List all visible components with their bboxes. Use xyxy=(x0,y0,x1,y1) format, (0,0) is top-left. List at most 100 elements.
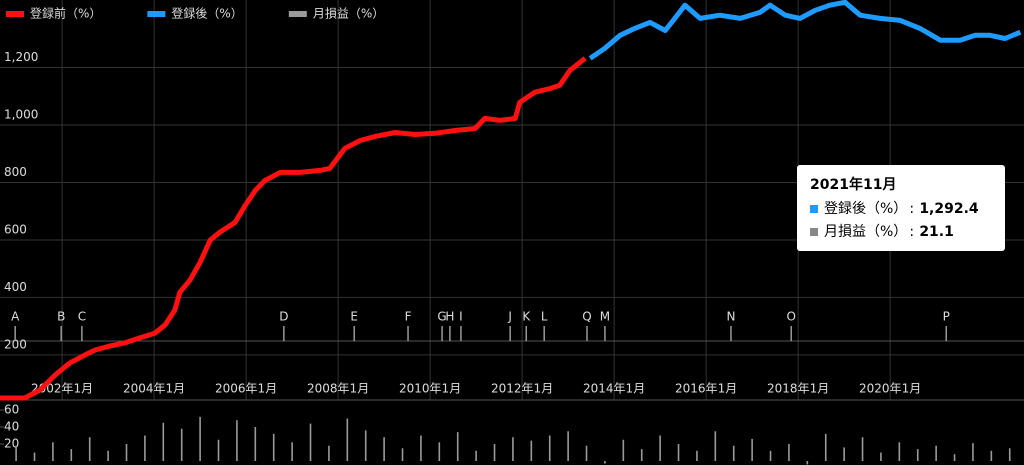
x-tick-label: 2018年1月 xyxy=(767,382,829,396)
bar xyxy=(843,447,845,462)
bar xyxy=(144,435,146,462)
annotation-label: D xyxy=(279,310,288,324)
annotation-label: I xyxy=(459,310,463,324)
x-tick-label: 2012年1月 xyxy=(491,382,553,396)
y-tick-label: 800 xyxy=(4,165,27,179)
bar xyxy=(52,442,54,462)
bar xyxy=(972,443,974,462)
bar xyxy=(217,439,220,462)
annotation-label: A xyxy=(11,310,20,324)
x-tick-label: 2010年1月 xyxy=(399,382,461,396)
tooltip-name: 月損益（%） xyxy=(824,224,907,240)
bar xyxy=(420,435,422,462)
annotation-label: F xyxy=(405,310,412,324)
bar xyxy=(880,452,882,462)
bar xyxy=(180,428,183,462)
tooltip-sep: : xyxy=(909,224,914,240)
bar xyxy=(15,445,17,462)
y-tick-label: 60 xyxy=(4,403,19,417)
legend-label: 月損益（%） xyxy=(313,6,384,21)
bar xyxy=(199,416,201,462)
bar xyxy=(530,440,533,462)
bar xyxy=(806,461,809,465)
y-tick-label: 1,000 xyxy=(4,108,38,122)
bar xyxy=(953,454,956,462)
annotation-label: B xyxy=(57,310,65,324)
tooltip-sep: : xyxy=(909,201,914,217)
bar xyxy=(585,445,588,462)
bar xyxy=(493,444,496,462)
bar xyxy=(291,442,293,462)
y-tick-label: 20 xyxy=(4,437,19,451)
annotation-label: O xyxy=(787,310,796,324)
bar xyxy=(328,445,330,462)
bar xyxy=(714,431,717,462)
bar xyxy=(309,423,312,462)
bar xyxy=(677,444,680,462)
annotation-label: G xyxy=(437,310,446,324)
y-tick-label: 40 xyxy=(4,420,19,434)
bar xyxy=(33,452,36,462)
bar xyxy=(107,450,109,462)
bar xyxy=(824,433,827,462)
bar xyxy=(751,438,753,462)
x-tick-label: 2016年1月 xyxy=(675,382,737,396)
tooltip-swatch xyxy=(810,205,818,213)
annotation-label: P xyxy=(943,310,950,324)
line-series xyxy=(588,0,1022,61)
x-tick-label: 2014年1月 xyxy=(583,382,645,396)
bar xyxy=(935,445,937,462)
tooltip-value: 1,292.4 xyxy=(919,201,979,217)
bar xyxy=(990,450,993,462)
bar xyxy=(383,437,385,462)
annotation-label: C xyxy=(78,310,86,324)
annotation-label: L xyxy=(541,310,548,324)
bar xyxy=(916,449,919,462)
legend-label: 登録前（%） xyxy=(30,6,101,21)
x-tick-label: 2008年1月 xyxy=(307,382,369,396)
bar xyxy=(640,449,643,462)
x-tick-label: 2004年1月 xyxy=(123,382,185,396)
bar xyxy=(438,442,441,462)
x-tick-label: 2020年1月 xyxy=(859,382,921,396)
y-tick-label: 200 xyxy=(4,337,27,351)
bar xyxy=(236,420,238,462)
bar xyxy=(272,433,275,462)
tooltip-title: 2021年11月 xyxy=(810,176,896,193)
bar xyxy=(1008,448,1011,462)
legend-swatch xyxy=(6,11,24,17)
bar xyxy=(696,450,698,462)
x-tick-label: 2006年1月 xyxy=(215,382,277,396)
legend-swatch xyxy=(147,11,166,17)
tooltip-swatch xyxy=(810,228,818,236)
annotation-label: H xyxy=(445,310,454,324)
tooltip-box xyxy=(797,165,1005,251)
bar xyxy=(456,432,459,462)
bar xyxy=(512,437,514,462)
bar xyxy=(604,461,606,464)
bar xyxy=(732,445,735,462)
bar xyxy=(659,435,661,462)
bar xyxy=(125,444,128,462)
annotation-label: J xyxy=(507,310,512,324)
bar xyxy=(567,431,569,462)
tooltip-value: 21.1 xyxy=(919,224,954,240)
bar xyxy=(898,442,901,462)
bar xyxy=(162,422,165,462)
annotation-label: E xyxy=(350,310,358,324)
annotation-label: K xyxy=(522,310,531,324)
bar xyxy=(622,439,625,462)
annotation-label: N xyxy=(726,310,735,324)
line-series xyxy=(0,56,587,401)
bar xyxy=(769,450,772,462)
bar xyxy=(364,430,367,462)
legend-swatch xyxy=(288,11,307,17)
y-tick-label: 600 xyxy=(4,222,27,236)
y-tick-label: 1,200 xyxy=(4,50,38,64)
bar xyxy=(788,444,790,462)
legend-label: 登録後（%） xyxy=(171,6,242,21)
annotation-label: M xyxy=(600,310,610,324)
bar xyxy=(401,448,404,462)
